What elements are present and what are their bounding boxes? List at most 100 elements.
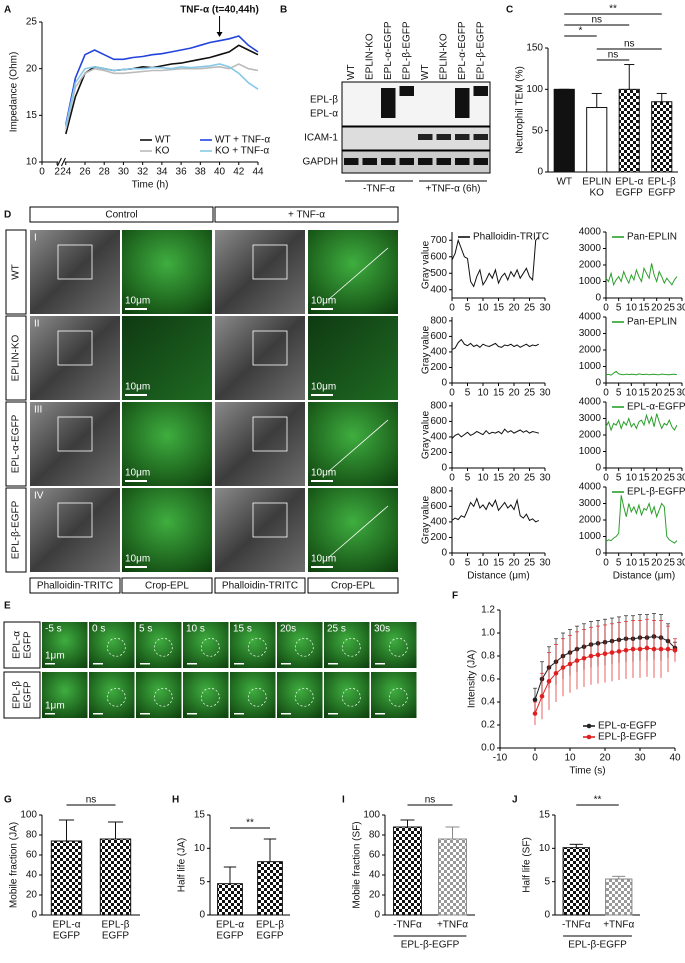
annotation: TNF-α (t=40,44h) <box>180 5 259 16</box>
y-axis-label: Gray value <box>421 240 432 289</box>
y-tick-label: 0.2 <box>481 720 495 731</box>
y-tick-label: 15 <box>194 810 206 821</box>
egfp-image <box>308 316 398 400</box>
x-tick-label: 15 <box>493 558 505 569</box>
scale-bar <box>125 566 147 568</box>
x-tick-label: 20 <box>651 473 663 484</box>
y-tick-label: 600 <box>430 251 447 262</box>
legend-label: WT + TNF-α <box>215 135 270 146</box>
bleach-roi <box>200 637 220 657</box>
bar <box>217 883 243 916</box>
y-tick-label: 0 <box>374 910 380 921</box>
y-axis-label: Half life (JA) <box>177 838 188 892</box>
legend-marker <box>586 734 592 740</box>
x-tick-label: 5 <box>616 558 622 569</box>
time-label: 10 s <box>186 624 205 635</box>
group-label: EPL-β-EGFP <box>568 940 627 951</box>
bar <box>562 847 590 916</box>
x-tick-label: 0 <box>39 167 45 178</box>
y-tick-label: 10 <box>539 843 551 854</box>
x-tick-label: 15 <box>493 303 505 314</box>
x-tick-label: 20 <box>508 303 520 314</box>
bar <box>99 838 132 916</box>
x-axis-label: Distance (μm) <box>613 571 675 582</box>
panel-label: I <box>342 795 345 806</box>
bleach-roi <box>388 637 408 657</box>
significance-label: ns <box>86 795 97 806</box>
legend-label: Pan-EPLIN <box>627 232 677 243</box>
scale-bar <box>125 394 147 396</box>
x-tick-label: 5 <box>465 303 471 314</box>
frame <box>324 672 370 718</box>
bleach-roi <box>341 687 361 707</box>
series-line <box>65 44 259 135</box>
egfp-image <box>122 402 212 486</box>
y-tick-label: 0 <box>595 548 601 559</box>
axis-break-gap <box>58 158 65 166</box>
egfp-image <box>122 316 212 400</box>
panel-label: B <box>280 5 287 16</box>
y-tick-label: 0 <box>595 293 601 304</box>
x-tick-label: 10 <box>477 388 489 399</box>
marker <box>574 658 580 663</box>
legend-label: EPL-β-EGFP <box>598 732 657 743</box>
x-tick-label: 0 <box>603 473 609 484</box>
crop-box <box>252 244 288 280</box>
x-tick-label: 30 <box>676 558 685 569</box>
x-tick-label: WT <box>556 177 572 188</box>
significance-label: ** <box>246 818 254 829</box>
marker <box>539 693 545 699</box>
x-tick-label: 0 <box>449 558 455 569</box>
lane-label: EPLIN-KO <box>364 33 375 80</box>
bleach-roi <box>200 687 220 707</box>
scale-bar <box>125 480 147 482</box>
y-tick-label: 0.6 <box>481 674 495 685</box>
y-tick-label: 800 <box>430 401 447 412</box>
footer-box <box>29 577 121 594</box>
y-tick-label: 10 <box>194 843 206 854</box>
scale-bar <box>140 663 150 665</box>
x-tick-label: 2 <box>54 167 60 178</box>
crop-box <box>57 244 93 280</box>
blot-band <box>473 134 488 140</box>
legend-label: WT <box>155 135 171 146</box>
blot-band <box>455 134 470 140</box>
y-tick-label: 50 <box>532 125 544 136</box>
bar <box>257 861 283 916</box>
marker <box>532 711 538 716</box>
x-tick-label: 25 <box>664 388 676 399</box>
x-tick-label: EGFP <box>216 931 244 942</box>
time-label: 5 s <box>139 624 152 635</box>
x-tick-label: 26 <box>79 167 91 178</box>
annotation-arrowhead <box>216 32 223 37</box>
panel-label: D <box>4 210 11 221</box>
y-tick-label: 0.8 <box>481 651 495 662</box>
legend-label: Pan-EPLIN <box>627 317 677 328</box>
x-tick-label: EGFP <box>616 188 644 199</box>
crop-box <box>57 502 93 538</box>
row-label-box <box>5 229 27 315</box>
marker <box>532 697 538 702</box>
scale-bar <box>281 663 291 665</box>
phalloidin-image <box>215 316 305 400</box>
x-tick-label: 0 <box>532 753 538 764</box>
x-tick-label: 10 <box>626 558 638 569</box>
row-numeral: III <box>34 405 42 416</box>
legend-marker <box>586 723 592 729</box>
scale-bar-label: 10μm <box>311 382 336 393</box>
phalloidin-image <box>30 402 120 486</box>
x-tick-label: 30 <box>539 388 551 399</box>
y-tick-label: 1000 <box>579 531 602 542</box>
x-tick-label: -TNFα <box>562 920 591 931</box>
group-label: EPL-β-EGFP <box>401 940 460 951</box>
y-tick-label: 0 <box>441 378 447 389</box>
crop-box <box>252 330 288 366</box>
y-tick-label: 200 <box>430 362 447 373</box>
lane-label: EPL-β-EGFP <box>475 21 486 80</box>
blot-band <box>418 134 433 140</box>
x-tick-label: 30 <box>676 303 685 314</box>
significance-label: ** <box>594 795 602 806</box>
y-tick-label: 25 <box>26 17 38 28</box>
blot-icam <box>341 126 491 151</box>
panel-label: E <box>4 601 11 612</box>
